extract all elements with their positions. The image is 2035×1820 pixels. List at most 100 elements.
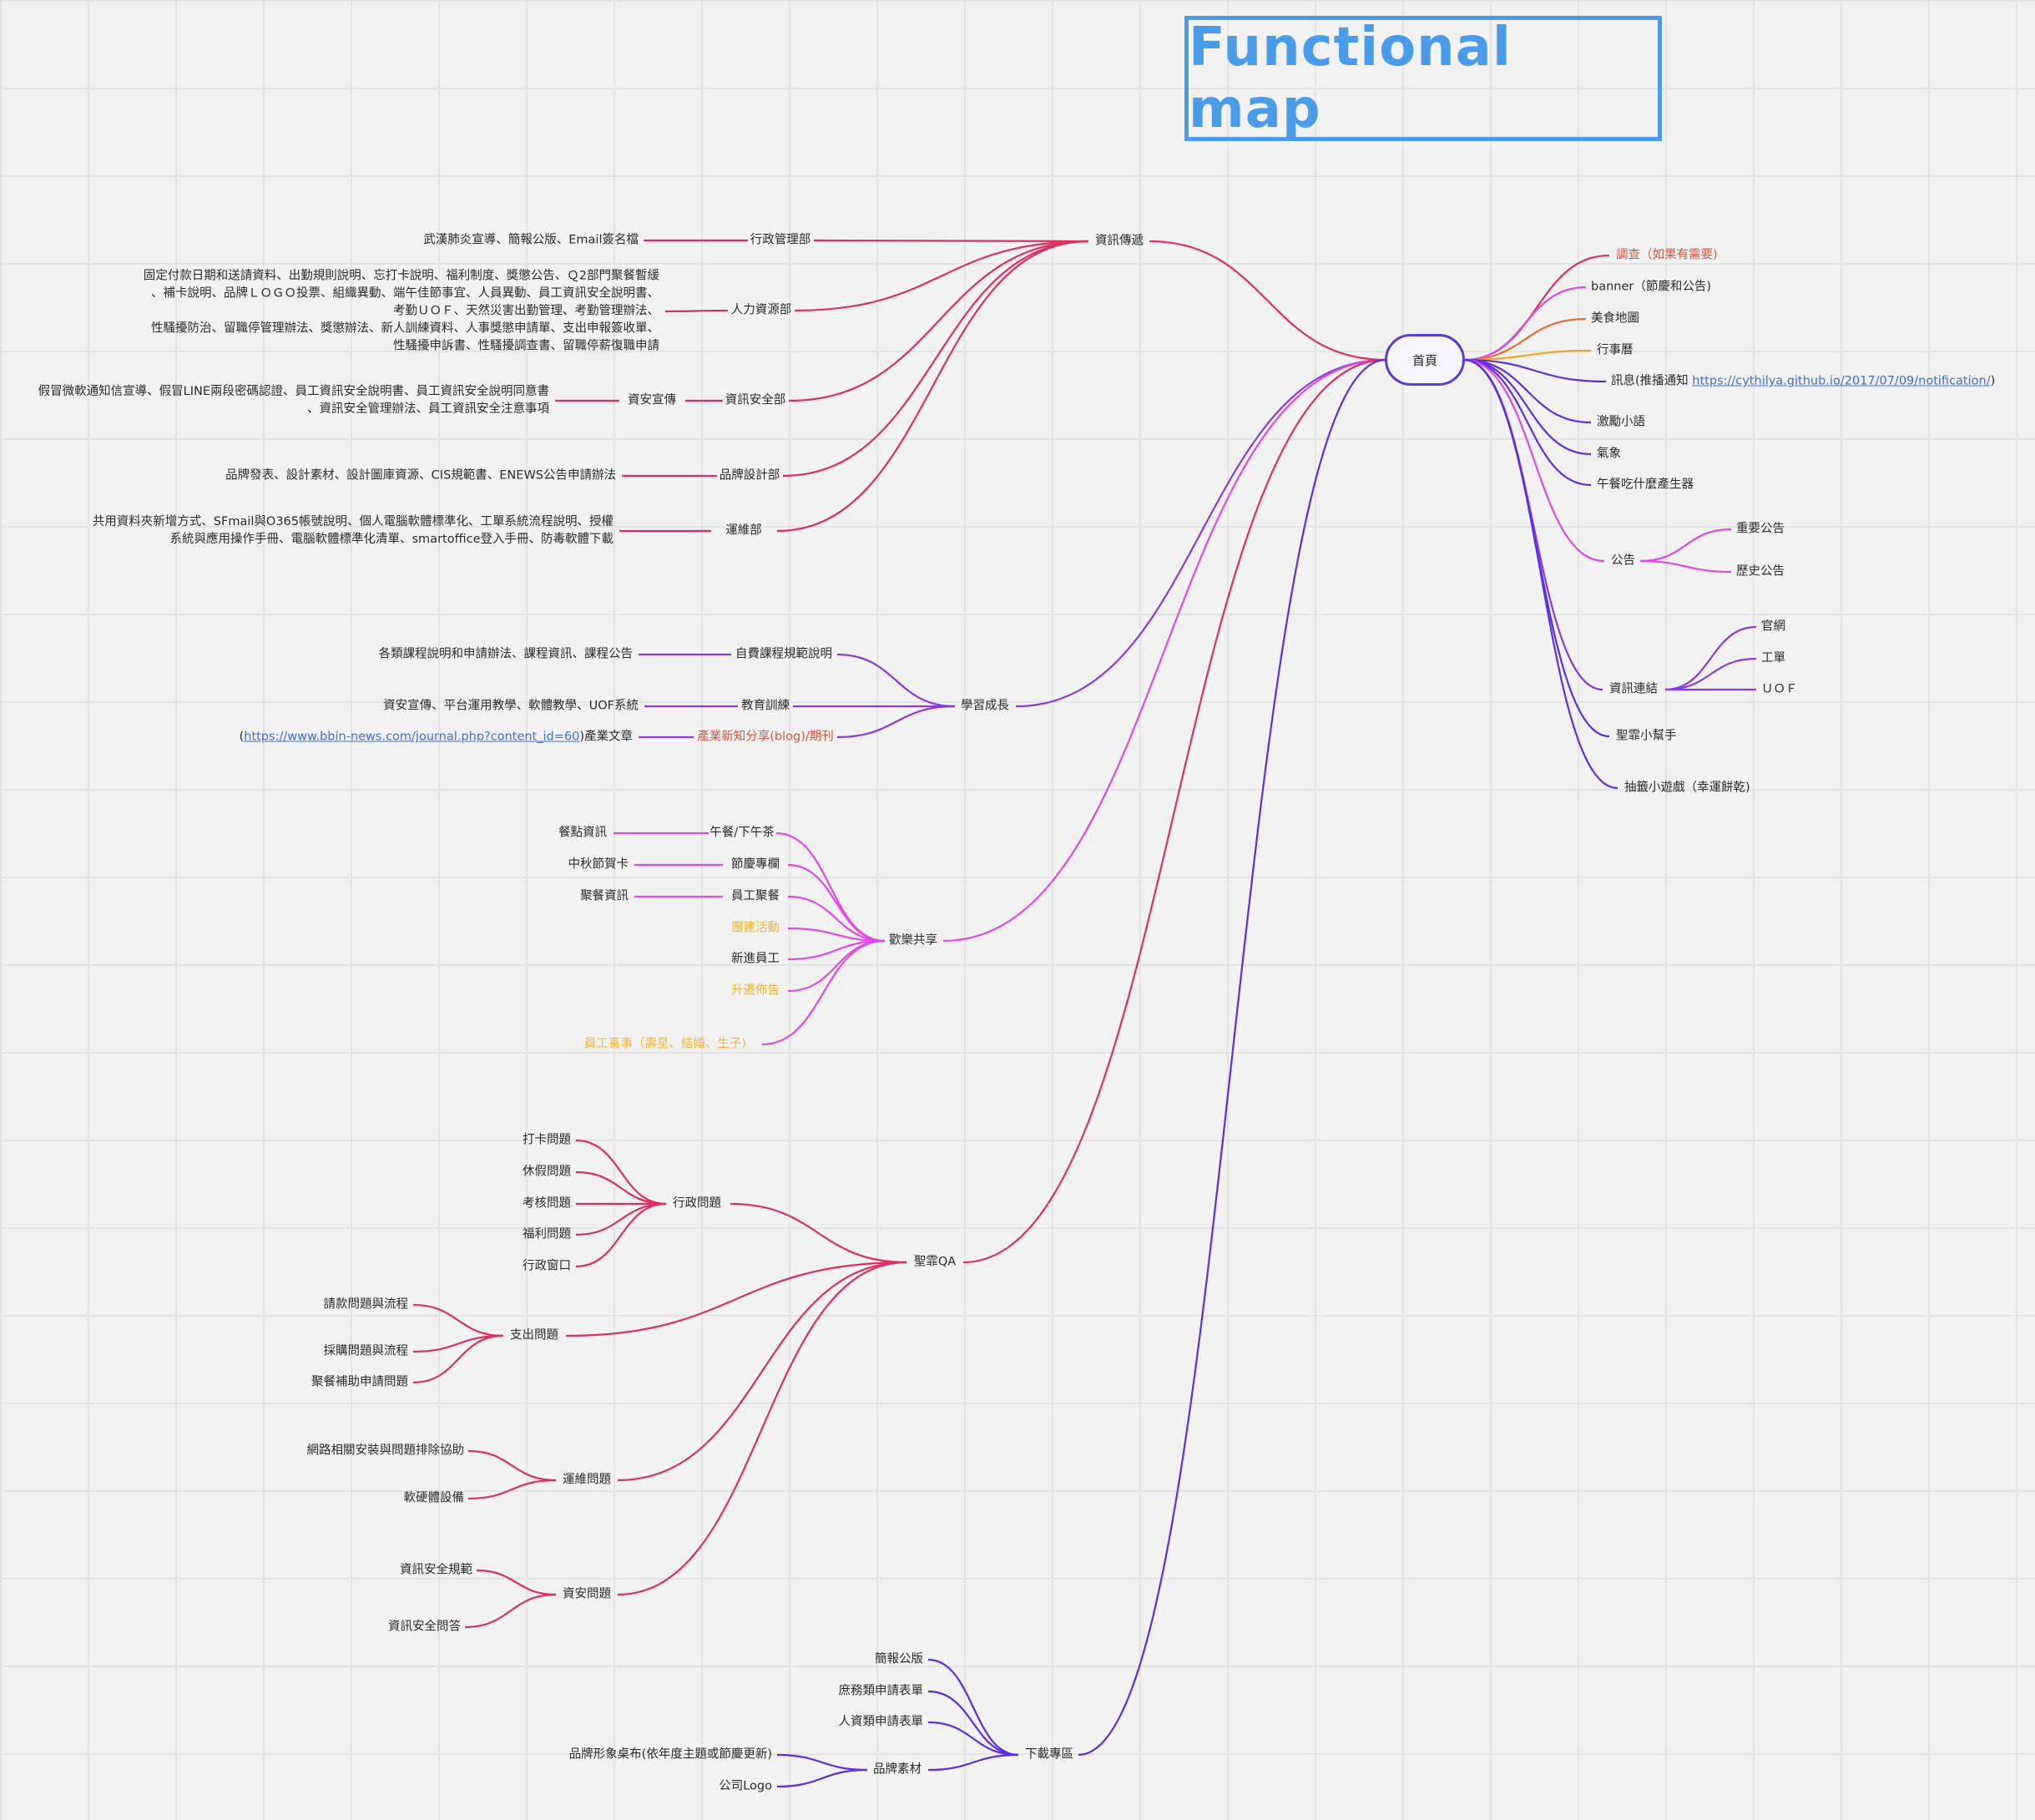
node-weather[interactable]: 氣象: [1597, 447, 1621, 461]
node-fun-happy[interactable]: 員工喜事（壽星、結婚、生子): [583, 1037, 747, 1051]
node-qa-sec[interactable]: 資安問題: [563, 1587, 611, 1601]
node-info-ops[interactable]: 運維部: [725, 523, 762, 538]
node-qa-ops-item[interactable]: 軟硬體設備: [403, 1491, 465, 1505]
root-node[interactable]: 首頁: [1385, 334, 1465, 386]
edge-fun-child: [787, 927, 886, 943]
node-qa-ops-item[interactable]: 網路相關安裝與問題排除協助: [306, 1443, 465, 1458]
node-qa-sec-item[interactable]: 資訊安全問答: [388, 1620, 461, 1634]
node-info-admin[interactable]: 行政管理部: [750, 233, 811, 247]
node-qa-admin-item[interactable]: 考核問題: [523, 1196, 571, 1211]
edge-learn: [1015, 358, 1386, 708]
edge-brand-item: [776, 1753, 868, 1772]
node-qa-admin-item[interactable]: 行政窗口: [523, 1259, 571, 1273]
edge-announce-history: [1639, 559, 1732, 574]
edge-info-brand: [782, 240, 1089, 478]
node-info-security-sub[interactable]: 資安宣傳: [628, 393, 676, 407]
node-fun-promotion[interactable]: 升遷佈告: [731, 983, 780, 998]
node-fun-dinner[interactable]: 員工聚餐: [731, 889, 780, 903]
node-announce-history[interactable]: 歷史公告: [1736, 564, 1785, 579]
hr-detail-line: 性騷擾防治、留職停管理辦法、獎懲辦法、新人訓練資料、人事獎懲申請單、支出申報簽收…: [151, 321, 659, 336]
notify-link[interactable]: https://cythilya.github.io/2017/07/09/no…: [1692, 374, 1991, 388]
node-notify[interactable]: 訊息(推播通知 https://cythilya.github.io/2017/…: [1611, 373, 1995, 391]
ops-detail-line: 系統與應用操作手冊、電腦軟體標準化清單、smartoffice登入手冊、防毒軟體…: [169, 533, 614, 546]
edge-links-ticket: [1664, 657, 1757, 691]
node-links-uof[interactable]: ＵＯＦ: [1761, 682, 1798, 696]
node-announce-important[interactable]: 重要公告: [1736, 522, 1785, 536]
node-info-security-detail: 假冒微軟通知信宣導、假冒LINE兩段密碼認證、員工資訊安全說明書、員工資訊安全說…: [38, 383, 549, 418]
node-qa-sec-item[interactable]: 資訊安全規範: [400, 1563, 472, 1577]
edge-lunch-gen: [1463, 358, 1592, 487]
node-download-item[interactable]: 簡報公版: [875, 1652, 923, 1666]
edge-fun-child: [787, 939, 886, 993]
root-label: 首頁: [1411, 352, 1437, 368]
node-fun-newbie[interactable]: 新進員工: [731, 952, 780, 966]
node-lottery[interactable]: 抽籤小遊戲（幸運餅乾): [1624, 781, 1750, 795]
edge-fun-child: [775, 832, 886, 943]
node-qa[interactable]: 聖霏QA: [913, 1255, 957, 1269]
edge-fun-child: [787, 895, 886, 943]
node-qa-admin-item[interactable]: 福利問題: [523, 1227, 571, 1241]
node-download[interactable]: 下載專區: [1025, 1747, 1073, 1762]
node-info-brand[interactable]: 品牌設計部: [719, 468, 780, 483]
hr-detail-line: 性騷擾申訴書、性騷擾調查書、留職停薪復職申請: [393, 339, 659, 353]
edge-download: [1078, 358, 1386, 1757]
edge-fun-child: [787, 939, 886, 961]
node-fun-tea-detail: 餐點資訊: [558, 826, 607, 840]
node-food-map[interactable]: 美食地圖: [1591, 311, 1639, 326]
node-download-item[interactable]: 人資類申請表單: [838, 1715, 924, 1729]
node-qa-expense-item[interactable]: 聚餐補助申請問題: [311, 1375, 408, 1389]
node-qa-admin-item[interactable]: 打卡問題: [523, 1133, 571, 1147]
edge-qa-expense-item: [412, 1303, 504, 1337]
node-qa-ops[interactable]: 運維問題: [563, 1473, 611, 1487]
node-info-admin-detail: 武漢肺炎宣導、簡報公版、Email簽名檔: [423, 233, 639, 247]
node-learn[interactable]: 學習成長: [961, 699, 1009, 713]
node-learn-course[interactable]: 自費課程規範說明: [735, 647, 832, 661]
node-info-hr[interactable]: 人力資源部: [730, 303, 792, 317]
edge-qa-expense-item: [412, 1334, 504, 1384]
node-qa-expense-item[interactable]: 採購問題與流程: [323, 1344, 409, 1358]
edge-info: [1149, 240, 1386, 361]
hr-detail-line: 、補卡說明、品牌ＬＯＧＯ投票、組織異動、端午佳節事宜、人員異動、員工資訊安全說明…: [151, 286, 659, 301]
node-download-item[interactable]: 庶務類申請表單: [838, 1684, 924, 1698]
node-learn-blog[interactable]: 產業新知分享(blog)/期刊: [697, 730, 834, 744]
node-info[interactable]: 資訊傳遞: [1095, 234, 1144, 248]
page-title: Functional map: [1189, 17, 1512, 140]
edge-qa-admin-item: [575, 1170, 667, 1206]
node-info-brand-detail: 品牌發表、設計素材、設計圖庫資源、CIS規範書、ENEWS公告申請辦法: [225, 468, 616, 483]
node-lunch-generator[interactable]: 午餐吃什麼產生器: [1597, 478, 1694, 492]
edge-announce: [1463, 358, 1605, 563]
blog-link[interactable]: https://www.bbin-news.com/journal.php?co…: [244, 730, 580, 744]
node-fun[interactable]: 歡樂共享: [889, 933, 937, 948]
edge-links-official: [1664, 625, 1757, 691]
edge-qa-ops: [617, 1261, 907, 1482]
node-calendar[interactable]: 行事曆: [1597, 343, 1634, 357]
security-detail-line: 、資訊安全管理辦法、員工資訊安全注意事項: [307, 402, 549, 416]
node-qa-expense[interactable]: 支出問題: [510, 1328, 558, 1342]
node-download-brand[interactable]: 品牌素材: [873, 1762, 922, 1777]
node-download-brand-item[interactable]: 品牌形象桌布(依年度主題或節慶更新): [568, 1747, 772, 1762]
edge-links: [1463, 358, 1603, 691]
node-helper[interactable]: 聖霏小幫手: [1616, 729, 1677, 743]
node-links-official[interactable]: 官網: [1761, 619, 1785, 634]
node-download-brand-item[interactable]: 公司Logo: [719, 1779, 772, 1793]
node-qa-admin[interactable]: 行政問題: [673, 1196, 721, 1211]
node-info-security[interactable]: 資訊安全部: [725, 393, 786, 407]
node-links[interactable]: 資訊連結: [1609, 682, 1658, 696]
node-motto[interactable]: 激勵小語: [1597, 415, 1645, 429]
node-qa-expense-item[interactable]: 請款問題與流程: [323, 1297, 409, 1312]
node-qa-admin-item[interactable]: 休假問題: [523, 1165, 571, 1179]
node-fun-festival[interactable]: 節慶專欄: [731, 857, 780, 872]
node-announce[interactable]: 公告: [1611, 554, 1635, 568]
ops-detail-line: 共用資料夾新增方式、SFmail與O365帳號說明、個人電腦軟體標準化、工單系統…: [92, 515, 614, 528]
node-links-ticket[interactable]: 工單: [1761, 651, 1785, 665]
node-learn-training-detail: 資安宣傳、平台運用教學、軟體教學、UOF系統: [383, 699, 639, 713]
node-banner[interactable]: banner（節慶和公告): [1591, 280, 1712, 294]
node-fun-tea[interactable]: 午餐/下午茶: [709, 826, 775, 840]
node-fun-team[interactable]: 團建活動: [731, 921, 780, 935]
node-survey[interactable]: 調查（如果有需要): [1616, 248, 1718, 262]
node-learn-training[interactable]: 教育訓練: [741, 699, 790, 713]
edge-brand-item: [776, 1768, 868, 1788]
node-info-hr-detail: 固定付款日期和送請資料、出勤規則說明、忘打卡說明、福利制度、獎懲公告、Ｑ2部門聚…: [144, 268, 659, 356]
edge-announce-important: [1639, 528, 1732, 563]
